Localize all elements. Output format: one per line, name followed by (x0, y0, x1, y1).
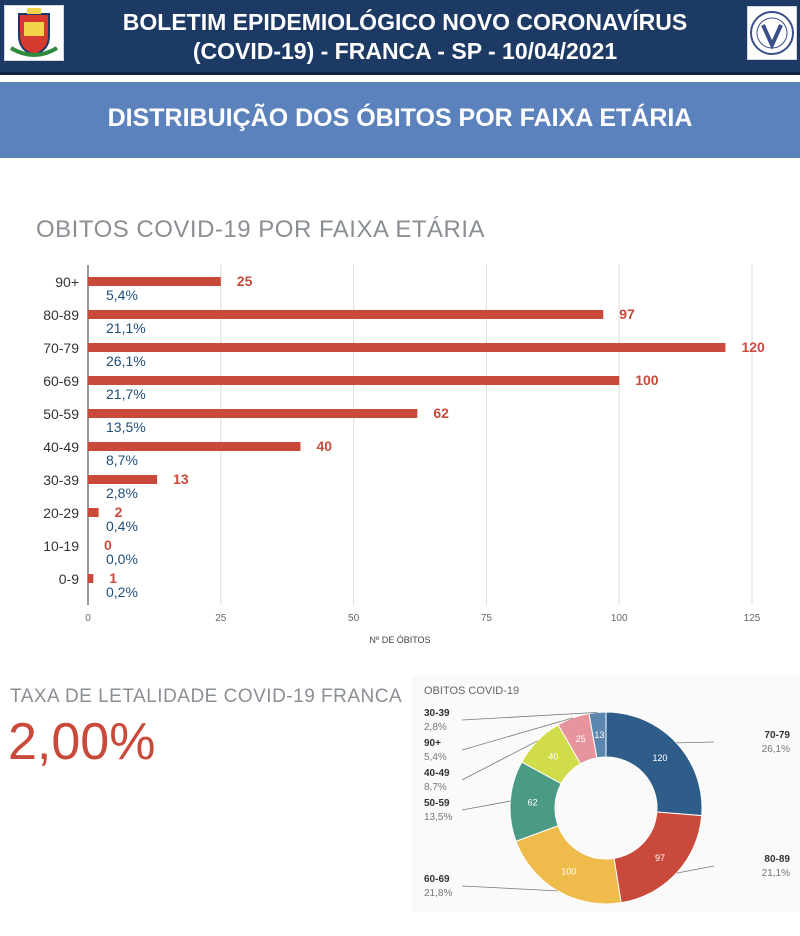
donut-leader-line (461, 800, 511, 811)
donut-leader-line (676, 741, 715, 744)
bar-value-label: 0 (104, 537, 112, 553)
category-label: 20-29 (43, 505, 79, 521)
donut-chart-title: OBITOS COVID-19 (424, 685, 519, 697)
x-tick-label: 0 (85, 613, 91, 624)
category-label: 40-49 (43, 439, 79, 455)
category-label: 70-79 (43, 340, 79, 356)
bar-percent-label: 2,8% (106, 485, 138, 501)
donut-slice-percent: 8,7% (424, 782, 447, 793)
donut-slice-label: 60-69 (424, 874, 450, 885)
donut-chart-panel: OBITOS COVID-19 120 70-79 26,1% 97 80-89 21,1%… (412, 676, 800, 912)
donut-leader-line (461, 885, 558, 892)
bar-percent-label: 5,4% (106, 287, 138, 303)
donut-slice-label: 70-79 (764, 730, 790, 741)
donut-slice (515, 825, 622, 905)
bar (88, 475, 158, 484)
category-label: 80-89 (43, 307, 79, 323)
donut-slice-value: 120 (652, 753, 667, 763)
bar-percent-label: 21,1% (106, 320, 146, 336)
bar-value-label: 40 (316, 438, 332, 454)
bar-percent-label: 26,1% (106, 353, 146, 369)
bar-chart-title: OBITOS COVID-19 POR FAIXA ETÁRIA (36, 216, 486, 243)
donut-leader-line (676, 865, 715, 874)
vigilancia-seal-logo (747, 6, 797, 60)
bar (88, 310, 604, 319)
header-title-line-1: BOLETIM EPIDEMIOLÓGICO NOVO CORONAVÍRUS (122, 9, 688, 35)
donut-slice-percent: 2,8% (424, 722, 447, 733)
bar-percent-label: 0,4% (106, 518, 138, 534)
bar-value-label: 13 (173, 471, 189, 487)
donut-slice-value: 97 (655, 853, 665, 863)
lethality-label: TAXA DE LETALIDADE COVID-19 FRANCA (10, 686, 403, 707)
donut-leader-line (461, 740, 538, 781)
bar-value-label: 25 (237, 273, 253, 289)
section-title: DISTRIBUIÇÃO DOS ÓBITOS POR FAIXA ETÁRIA (107, 104, 693, 132)
category-label: 30-39 (43, 472, 79, 488)
donut-chart: OBITOS COVID-19 120 70-79 26,1% 97 80-89 21,1%… (424, 685, 790, 905)
category-label: 50-59 (43, 406, 79, 422)
donut-slice (605, 711, 703, 817)
donut-leader-line (461, 717, 574, 751)
lethality-value: 2,00% (8, 713, 156, 771)
header-title: BOLETIM EPIDEMIOLÓGICO NOVO CORONAVÍRUS … (70, 8, 740, 66)
x-tick-label: 50 (348, 613, 360, 624)
bar (88, 508, 99, 517)
bar-percent-label: 13,5% (106, 419, 146, 435)
category-label: 90+ (55, 274, 79, 290)
donut-slice-label: 40-49 (424, 768, 450, 779)
bar-percent-label: 21,7% (106, 386, 146, 402)
donut-slice-value: 40 (548, 752, 558, 762)
donut-slice-value: 100 (561, 866, 576, 876)
donut-slice-label: 50-59 (424, 798, 450, 809)
x-tick-label: 100 (611, 613, 628, 624)
donut-slice-label: 80-89 (764, 854, 790, 865)
bar-value-label: 1 (109, 570, 117, 586)
bar-value-label: 97 (619, 306, 635, 322)
donut-slice-value: 62 (528, 798, 538, 808)
bar (88, 277, 221, 286)
x-tick-label: 125 (744, 613, 761, 624)
donut-leader-line (461, 711, 598, 721)
bar-percent-label: 0,2% (106, 584, 138, 600)
bar-percent-label: 0,0% (106, 551, 138, 567)
donut-slice-percent: 13,5% (424, 812, 452, 823)
bar-value-label: 120 (741, 339, 765, 355)
x-tick-label: 75 (481, 613, 493, 624)
donut-slice-percent: 21,8% (424, 888, 452, 899)
section-banner: DISTRIBUIÇÃO DOS ÓBITOS POR FAIXA ETÁRIA (0, 82, 800, 158)
bar-value-label: 2 (115, 504, 123, 520)
bar-value-label: 100 (635, 372, 659, 388)
bar (88, 376, 620, 385)
donut-slice-value: 13 (594, 730, 604, 740)
donut-slice-label: 90+ (424, 738, 441, 749)
bar (88, 442, 301, 451)
donut-slice-percent: 21,1% (762, 868, 790, 879)
donut-slice-percent: 5,4% (424, 752, 447, 763)
bar (88, 409, 418, 418)
category-label: 10-19 (43, 538, 79, 554)
bar (88, 574, 94, 583)
header-title-line-2: (COVID-19) - FRANCA - SP - 10/04/2021 (192, 38, 618, 64)
bar-percent-label: 8,7% (106, 452, 138, 468)
donut-slice-label: 30-39 (424, 708, 450, 719)
x-axis-label: Nº DE ÓBITOS (369, 635, 430, 645)
bar-chart: 0 25 50 75 100 125 Nº DE ÓBITOS 90+ 25 5,4% 80-89 9… (43, 265, 765, 645)
bar-value-label: 62 (433, 405, 449, 421)
x-tick-label: 25 (215, 613, 227, 624)
city-coat-of-arms-logo (4, 5, 64, 61)
bar (88, 343, 726, 352)
donut-slice-value: 25 (576, 734, 586, 744)
category-label: 0-9 (59, 571, 79, 587)
header-bar: BOLETIM EPIDEMIOLÓGICO NOVO CORONAVÍRUS … (0, 0, 800, 75)
category-label: 60-69 (43, 373, 79, 389)
donut-slice-percent: 26,1% (762, 744, 790, 755)
